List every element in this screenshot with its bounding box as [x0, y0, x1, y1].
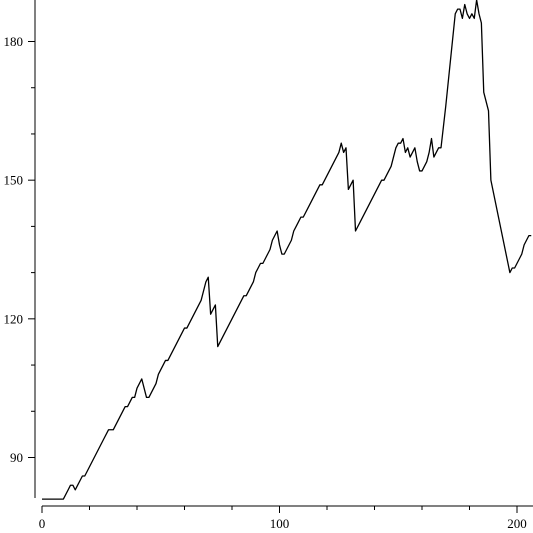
x-tick-label: 100 [270, 516, 290, 531]
y-tick-label: 180 [4, 34, 24, 49]
series-line [42, 0, 532, 500]
x-tick-label: 200 [507, 516, 527, 531]
x-tick-label: 0 [39, 516, 46, 531]
y-tick-label: 150 [4, 173, 24, 188]
x-axis: 0 100 200 [39, 505, 533, 531]
y-axis: 90 120 150 180 [4, 0, 36, 498]
y-tick-label: 90 [10, 450, 23, 465]
y-tick-label: 120 [4, 311, 24, 326]
plot-area [42, 0, 532, 500]
